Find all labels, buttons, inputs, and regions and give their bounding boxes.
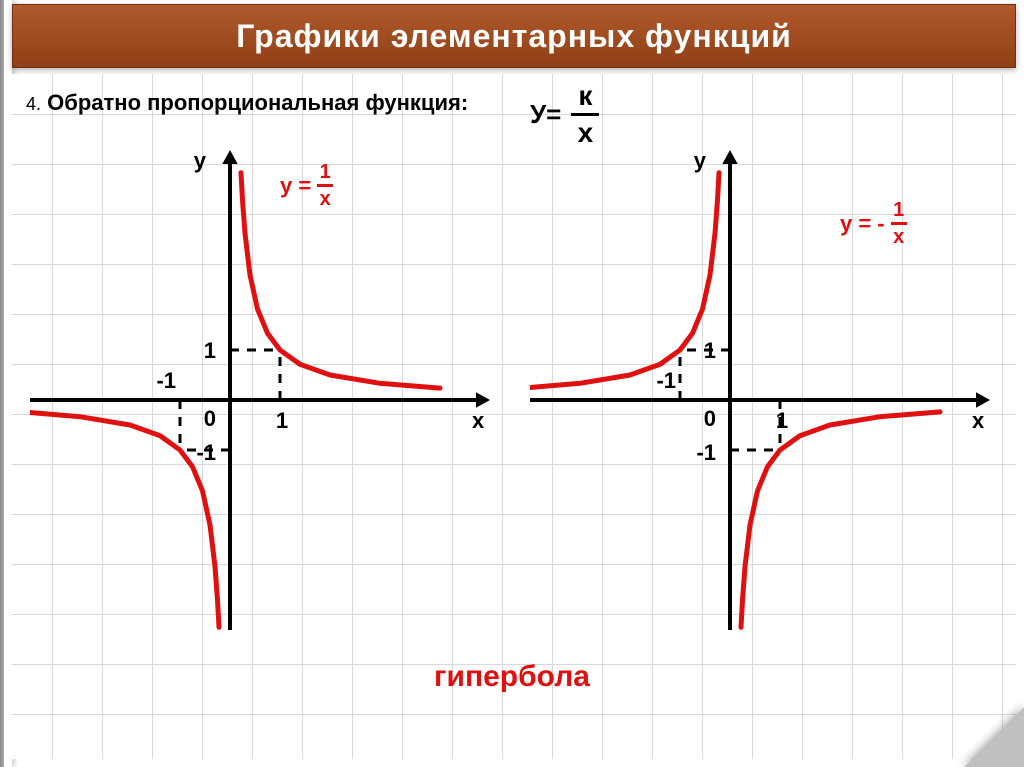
eq-fraction: 1 х — [891, 200, 907, 247]
subtitle: 4. Обратно пропорциональная функция: — [26, 90, 468, 116]
formula-lhs: У= — [530, 99, 561, 130]
eq-den: х — [320, 189, 331, 209]
fraction-bar — [891, 222, 907, 225]
svg-text:у: у — [194, 150, 207, 173]
svg-text:1: 1 — [276, 408, 288, 433]
eq-lhs: у = - — [840, 211, 885, 237]
fraction-bar — [317, 184, 333, 187]
svg-text:-1: -1 — [196, 440, 216, 465]
formula-fraction: к х — [571, 82, 599, 147]
chart-left-equation: у = 1 х — [280, 162, 333, 209]
svg-text:-1: -1 — [156, 368, 176, 393]
svg-text:х: х — [472, 408, 485, 433]
formula-denominator: х — [578, 119, 594, 147]
svg-text:1: 1 — [704, 338, 716, 363]
subtitle-text: Обратно пропорциональная функция: — [47, 90, 468, 115]
eq-num: 1 — [320, 162, 331, 182]
page-curl-icon — [964, 707, 1024, 767]
chart-left: 0 х у 1 -1 1 -1 — [30, 150, 490, 630]
svg-text:х: х — [972, 408, 985, 433]
svg-text:1: 1 — [776, 408, 788, 433]
fraction-bar — [571, 113, 599, 116]
svg-text:-1: -1 — [656, 368, 676, 393]
svg-text:0: 0 — [704, 406, 716, 431]
left-edge-rule — [0, 0, 12, 767]
svg-text:у: у — [694, 150, 707, 173]
title-text: Графики элементарных функций — [236, 18, 792, 55]
chart-right: 0 х у 1 -1 1 -1 — [530, 150, 990, 630]
caption-hyperbola: гипербола — [0, 660, 1024, 694]
svg-text:0: 0 — [204, 406, 216, 431]
svg-text:-1: -1 — [696, 440, 716, 465]
slide: Графики элементарных функций 4. Обратно … — [0, 0, 1024, 767]
eq-fraction: 1 х — [317, 162, 333, 209]
main-formula: У= к х — [530, 82, 599, 147]
chart-right-equation: у = - 1 х — [840, 200, 907, 247]
eq-num: 1 — [893, 200, 904, 220]
eq-den: х — [893, 227, 904, 247]
formula-numerator: к — [578, 82, 592, 110]
title-bar: Графики элементарных функций — [12, 4, 1016, 68]
eq-lhs: у = — [280, 173, 311, 199]
subtitle-number: 4. — [26, 94, 41, 114]
svg-text:1: 1 — [204, 338, 216, 363]
